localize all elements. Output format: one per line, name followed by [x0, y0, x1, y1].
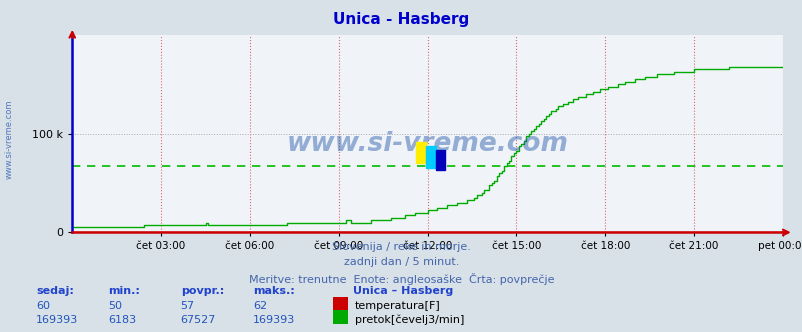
Bar — [426, 146, 436, 168]
Text: pretok[čevelj3/min]: pretok[čevelj3/min] — [354, 314, 464, 325]
Text: 60: 60 — [36, 301, 50, 311]
Text: sedaj:: sedaj: — [36, 286, 74, 296]
Text: www.si-vreme.com: www.si-vreme.com — [5, 100, 14, 179]
Text: 67527: 67527 — [180, 315, 216, 325]
Text: maks.:: maks.: — [253, 286, 294, 296]
Text: povpr.:: povpr.: — [180, 286, 224, 296]
Text: Unica - Hasberg: Unica - Hasberg — [333, 12, 469, 27]
Text: 57: 57 — [180, 301, 195, 311]
Text: www.si-vreme.com: www.si-vreme.com — [286, 130, 568, 156]
Text: 169393: 169393 — [36, 315, 79, 325]
Text: 169393: 169393 — [253, 315, 295, 325]
Text: min.:: min.: — [108, 286, 140, 296]
Bar — [415, 141, 426, 163]
Text: Meritve: trenutne  Enote: angleosaške  Črta: povprečje: Meritve: trenutne Enote: angleosaške Črt… — [249, 273, 553, 285]
Text: Slovenija / reke in morje.: Slovenija / reke in morje. — [332, 242, 470, 252]
Text: temperatura[F]: temperatura[F] — [354, 301, 440, 311]
Text: 62: 62 — [253, 301, 267, 311]
Text: zadnji dan / 5 minut.: zadnji dan / 5 minut. — [343, 257, 459, 267]
Text: 6183: 6183 — [108, 315, 136, 325]
Text: Unica – Hasberg: Unica – Hasberg — [353, 286, 453, 296]
Bar — [436, 150, 444, 170]
Text: 50: 50 — [108, 301, 122, 311]
